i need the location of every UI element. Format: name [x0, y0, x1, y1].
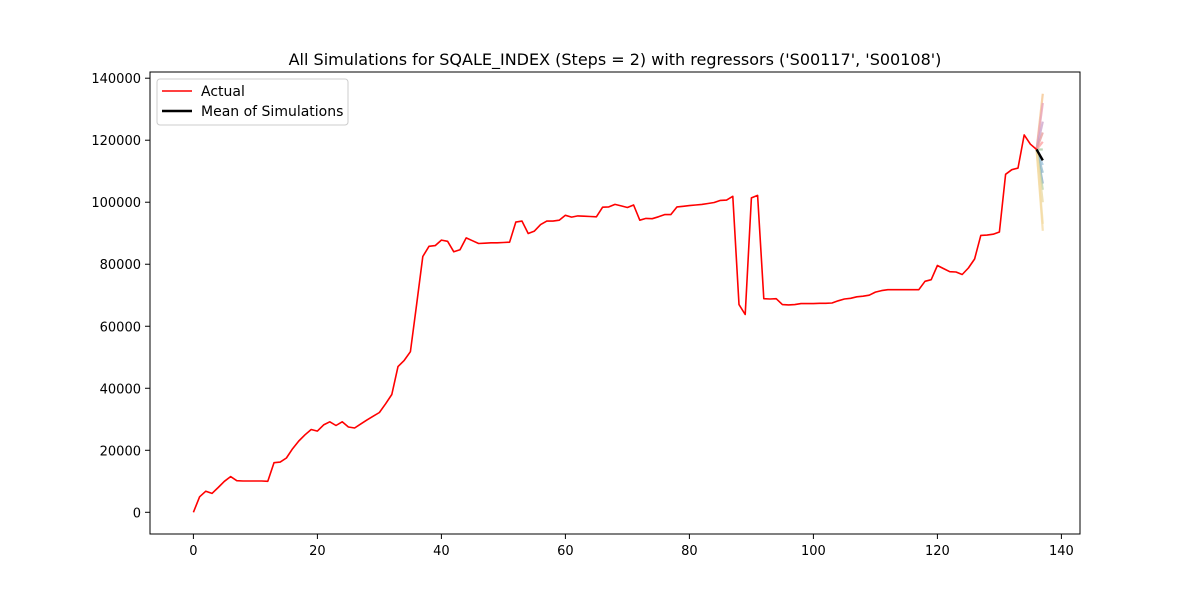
x-tick-label-120: 120: [925, 544, 950, 559]
actual-line: [192, 134, 1038, 513]
legend-label-mean: Mean of Simulations: [201, 104, 343, 120]
simulation-line-4: [1035, 141, 1044, 151]
y-tick-label-100000: 100000: [91, 196, 141, 211]
x-tick-label-40: 40: [433, 544, 450, 559]
y-tick-label-60000: 60000: [100, 320, 141, 335]
x-tick-label-20: 20: [309, 544, 326, 559]
plot-area-frame: [149, 71, 1081, 535]
x-axis: 0 20 40 60 80 100 120 140: [189, 534, 1074, 559]
mean-series: [1035, 148, 1044, 161]
x-tick-label-100: 100: [801, 544, 826, 559]
y-tick-label-140000: 140000: [91, 72, 141, 87]
y-tick-label-120000: 120000: [91, 134, 141, 149]
x-tick-label-0: 0: [189, 544, 197, 559]
y-tick-label-80000: 80000: [100, 258, 141, 273]
x-tick-label-60: 60: [557, 544, 574, 559]
legend-box: [156, 78, 349, 126]
actual-series: [192, 134, 1038, 513]
y-tick-label-20000: 20000: [100, 444, 141, 459]
y-tick-label-40000: 40000: [100, 382, 141, 397]
legend-label-actual: Actual: [201, 84, 245, 100]
simulation-line-12: [1035, 149, 1044, 231]
mean-line: [1035, 148, 1044, 161]
legend: Actual Mean of Simulations: [156, 78, 349, 126]
y-tick-label-0: 0: [133, 506, 141, 521]
x-tick-label-80: 80: [681, 544, 698, 559]
chart-title: All Simulations for SQALE_INDEX (Steps =…: [289, 50, 942, 70]
y-axis: 0 20000 40000 60000 80000 100000 120000 140000: [91, 72, 150, 521]
simulation-lines: [1035, 93, 1044, 231]
x-tick-label-140: 140: [1049, 544, 1074, 559]
